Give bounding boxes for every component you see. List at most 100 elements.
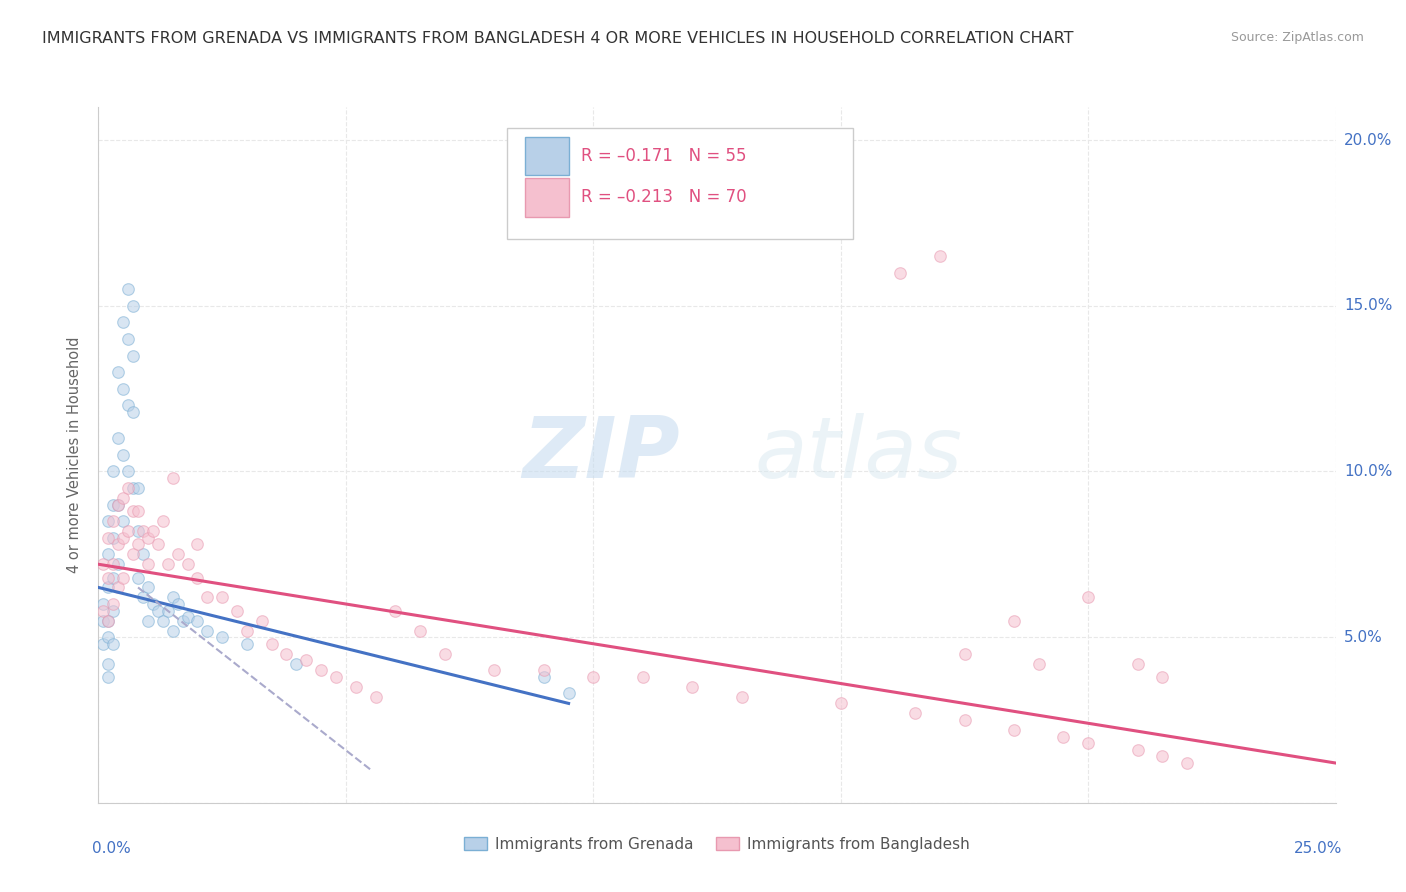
Point	[195, 624, 218, 638]
Point	[156, 604, 179, 618]
Point	[1126, 657, 1149, 671]
Point	[97, 670, 120, 684]
Point	[127, 504, 149, 518]
Point	[364, 690, 387, 704]
Text: 0.0%: 0.0%	[93, 841, 131, 856]
Point	[533, 663, 555, 677]
Point	[484, 663, 506, 677]
Point	[132, 524, 155, 538]
Text: atlas: atlas	[754, 413, 962, 497]
Text: R = –0.213   N = 70: R = –0.213 N = 70	[581, 188, 747, 206]
Point	[172, 614, 194, 628]
Point	[136, 581, 159, 595]
Legend: Immigrants from Grenada, Immigrants from Bangladesh: Immigrants from Grenada, Immigrants from…	[458, 830, 976, 858]
Point	[97, 514, 120, 528]
Point	[122, 405, 145, 419]
Point	[93, 597, 115, 611]
Point	[152, 614, 174, 628]
Point	[195, 591, 218, 605]
Point	[889, 266, 911, 280]
Point	[162, 624, 184, 638]
Point	[122, 547, 145, 561]
Point	[146, 537, 169, 551]
Point	[1152, 749, 1174, 764]
Point	[107, 365, 129, 379]
Point	[928, 249, 950, 263]
Point	[146, 604, 169, 618]
Point	[309, 663, 332, 677]
Point	[103, 637, 125, 651]
Point	[103, 597, 125, 611]
Point	[103, 514, 125, 528]
Point	[1077, 591, 1099, 605]
Point	[136, 614, 159, 628]
Point	[953, 713, 976, 727]
Point	[1126, 743, 1149, 757]
Point	[285, 657, 308, 671]
Point	[112, 531, 135, 545]
Text: 10.0%: 10.0%	[1344, 464, 1392, 479]
Point	[117, 282, 139, 296]
Point	[107, 431, 129, 445]
Point	[142, 597, 165, 611]
Point	[132, 591, 155, 605]
Point	[1002, 723, 1025, 737]
Point	[533, 670, 555, 684]
Point	[681, 680, 703, 694]
Point	[107, 581, 129, 595]
Point	[103, 465, 125, 479]
Point	[211, 591, 233, 605]
Point	[1077, 736, 1099, 750]
Point	[112, 315, 135, 329]
Point	[325, 670, 347, 684]
Point	[186, 570, 208, 584]
Point	[557, 686, 579, 700]
Text: Source: ZipAtlas.com: Source: ZipAtlas.com	[1230, 31, 1364, 45]
Point	[166, 597, 188, 611]
Point	[103, 570, 125, 584]
Point	[226, 604, 249, 618]
FancyBboxPatch shape	[526, 178, 568, 217]
Point	[127, 481, 149, 495]
Point	[142, 524, 165, 538]
Point	[103, 498, 125, 512]
Point	[1028, 657, 1050, 671]
Point	[103, 531, 125, 545]
Point	[731, 690, 754, 704]
Point	[97, 657, 120, 671]
Point	[117, 524, 139, 538]
Point	[103, 558, 125, 572]
Point	[1002, 614, 1025, 628]
Point	[122, 504, 145, 518]
Point	[122, 299, 145, 313]
Point	[112, 570, 135, 584]
Point	[112, 514, 135, 528]
Point	[107, 498, 129, 512]
Point	[97, 614, 120, 628]
Point	[250, 614, 273, 628]
Point	[162, 471, 184, 485]
Y-axis label: 4 or more Vehicles in Household: 4 or more Vehicles in Household	[67, 336, 83, 574]
Text: 5.0%: 5.0%	[1344, 630, 1382, 645]
Point	[97, 630, 120, 644]
Point	[582, 670, 605, 684]
Point	[107, 558, 129, 572]
Point	[117, 332, 139, 346]
Point	[211, 630, 233, 644]
Point	[97, 614, 120, 628]
Point	[136, 558, 159, 572]
Point	[127, 570, 149, 584]
Text: 20.0%: 20.0%	[1344, 133, 1392, 148]
Point	[176, 610, 198, 624]
Point	[186, 614, 208, 628]
Point	[176, 558, 198, 572]
Point	[631, 670, 654, 684]
Point	[97, 581, 120, 595]
Point	[127, 537, 149, 551]
Point	[953, 647, 976, 661]
Point	[276, 647, 298, 661]
Text: 15.0%: 15.0%	[1344, 298, 1392, 313]
Point	[93, 637, 115, 651]
Point	[97, 570, 120, 584]
Point	[112, 448, 135, 462]
